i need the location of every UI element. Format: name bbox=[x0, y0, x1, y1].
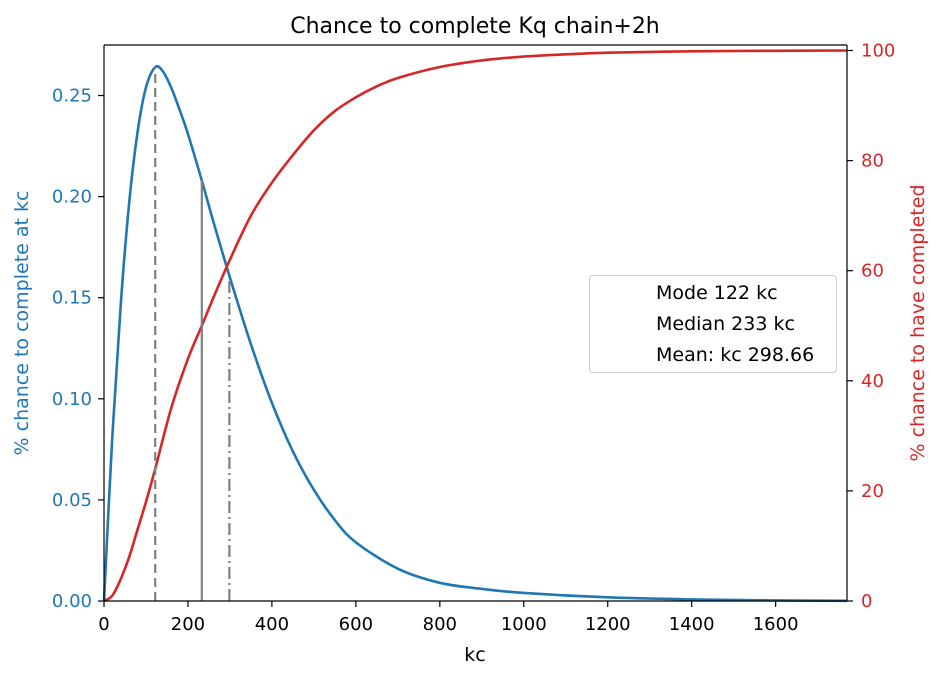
x-axis-label: kc bbox=[464, 644, 485, 666]
left-y-tick-label: 0.05 bbox=[52, 490, 92, 511]
x-tick-label: 1200 bbox=[585, 614, 631, 635]
right-y-tick-label: 40 bbox=[861, 371, 884, 392]
chart-title: Chance to complete Kq chain+2h bbox=[290, 14, 660, 39]
x-tick-label: 1400 bbox=[669, 614, 715, 635]
left-y-axis-ticks: 0.00 0.05 0.10 0.15 0.20 0.25 bbox=[52, 86, 104, 612]
left-y-axis-label: % chance to complete at kc bbox=[11, 191, 33, 456]
legend: Mode 122 kc Median 233 kc Mean: kc 298.6… bbox=[589, 275, 837, 373]
x-axis-ticks: 0 200 400 600 800 1000 1200 1400 1600 bbox=[98, 601, 799, 635]
x-tick-label: 400 bbox=[255, 614, 289, 635]
x-tick-label: 200 bbox=[171, 614, 205, 635]
left-y-tick-label: 0.15 bbox=[52, 288, 92, 309]
legend-label-median: Median 233 kc bbox=[656, 313, 795, 335]
series-left-line bbox=[102, 64, 848, 603]
right-y-tick-label: 80 bbox=[861, 151, 884, 172]
legend-label-mode: Mode 122 kc bbox=[656, 282, 778, 304]
legend-item-mean: Mean: kc 298.66 bbox=[590, 344, 836, 366]
right-y-axis-ticks: 0 20 40 60 80 100 bbox=[847, 41, 895, 612]
right-y-tick-label: 60 bbox=[861, 261, 884, 282]
plot-frame bbox=[103, 44, 848, 602]
legend-item-median: Median 233 kc bbox=[590, 313, 836, 335]
right-y-axis-label: % chance to have completed bbox=[907, 184, 929, 461]
left-y-tick-label: 0.20 bbox=[52, 187, 92, 208]
x-tick-label: 1000 bbox=[501, 614, 547, 635]
left-y-tick-label: 0.00 bbox=[52, 591, 92, 612]
right-y-tick-label: 0 bbox=[861, 591, 872, 612]
legend-item-mode: Mode 122 kc bbox=[590, 282, 836, 304]
legend-label-mean: Mean: kc 298.66 bbox=[656, 344, 815, 366]
x-tick-label: 1600 bbox=[753, 614, 799, 635]
right-y-tick-label: 100 bbox=[861, 41, 895, 62]
x-tick-label: 0 bbox=[98, 614, 109, 635]
x-tick-label: 800 bbox=[423, 614, 457, 635]
x-tick-label: 600 bbox=[339, 614, 373, 635]
left-y-tick-label: 0.25 bbox=[52, 86, 92, 107]
right-y-tick-label: 20 bbox=[861, 481, 884, 502]
series-right-line bbox=[103, 49, 848, 603]
left-y-tick-label: 0.10 bbox=[52, 389, 92, 410]
